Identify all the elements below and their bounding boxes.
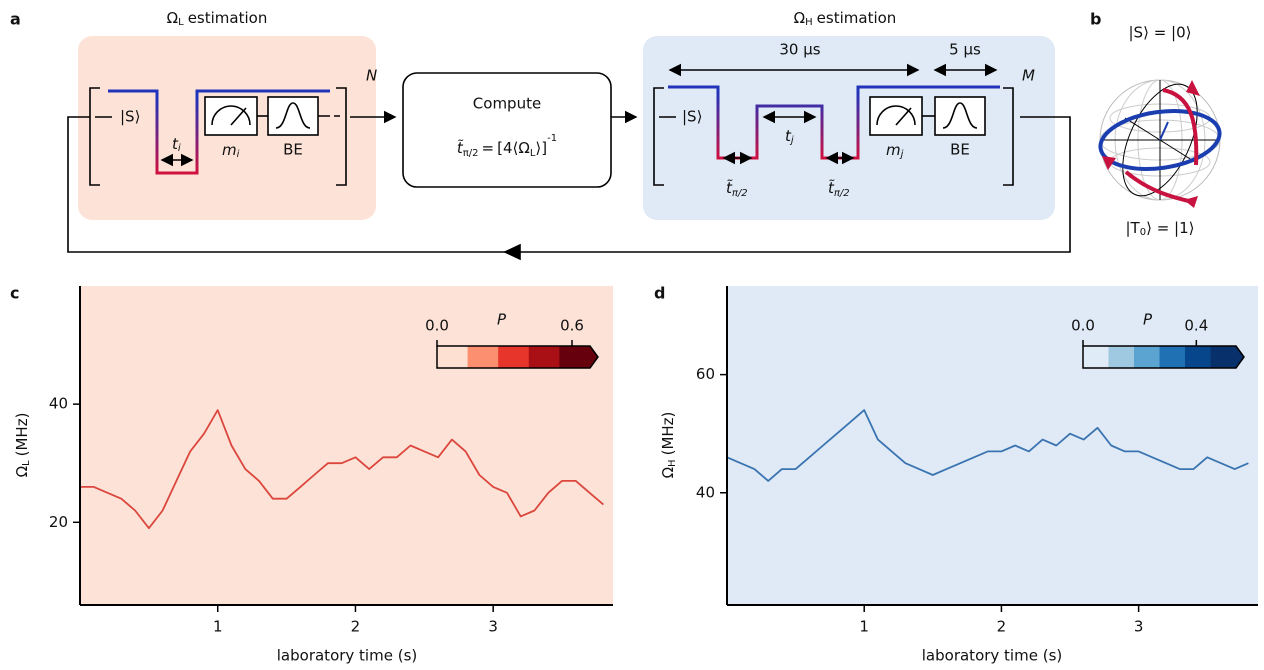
panel-label: d bbox=[654, 284, 665, 303]
colorbar-segment bbox=[1210, 346, 1237, 368]
x-tick-label: 2 bbox=[351, 618, 361, 636]
colorbar-segment bbox=[467, 346, 499, 368]
y-tick-label: 60 bbox=[696, 365, 715, 383]
trace bbox=[80, 409, 604, 530]
colorbar-segment bbox=[559, 346, 591, 368]
colorbar-segment bbox=[1159, 346, 1186, 368]
measure-label: mi bbox=[222, 141, 240, 161]
colorbar-segment bbox=[1108, 346, 1135, 368]
y-tick-label: 20 bbox=[49, 513, 68, 531]
plot-background bbox=[727, 286, 1258, 605]
filter-label: BE bbox=[950, 141, 970, 159]
colorbar-tick-label: 0.6 bbox=[560, 317, 584, 335]
x-axis-label: laboratory time (s) bbox=[277, 647, 417, 665]
plot-background bbox=[80, 286, 613, 605]
bloch-top-label: |S⟩ = |0⟩ bbox=[1129, 24, 1192, 42]
low-title: ΩL estimation bbox=[167, 9, 268, 29]
colorbar-segment bbox=[1134, 346, 1160, 368]
colorbar-label: P bbox=[497, 311, 507, 329]
y-axis-label: ΩH(MHz) bbox=[659, 412, 679, 479]
panel-label: b bbox=[1090, 10, 1101, 29]
bloch-sphere bbox=[1098, 79, 1222, 208]
state-label: |S⟩ bbox=[120, 108, 140, 126]
colorbar-frame bbox=[436, 345, 599, 369]
colorbar-tick-label: 0.0 bbox=[1071, 317, 1095, 335]
schematic bbox=[67, 36, 1071, 261]
colorbar-segment bbox=[1185, 346, 1211, 368]
trace bbox=[726, 409, 1249, 482]
state-label: |S⟩ bbox=[682, 108, 702, 126]
panel-label: a bbox=[10, 10, 21, 29]
high-title: ΩH estimation bbox=[794, 9, 897, 29]
duration-label: 30 μs bbox=[779, 41, 820, 59]
pulse-label: t̃π/2 bbox=[828, 178, 850, 199]
colorbar-end bbox=[590, 346, 598, 368]
x-tick-label: 3 bbox=[1134, 618, 1144, 636]
colorbar-segment bbox=[1083, 346, 1109, 368]
wait-label: tj bbox=[785, 127, 794, 147]
colorbar-segment bbox=[437, 346, 469, 368]
x-tick-label: 1 bbox=[859, 618, 869, 636]
compute-formula: t̃π/2 = [4⟨ΩL⟩]-1 bbox=[457, 133, 557, 159]
x-tick-label: 3 bbox=[488, 618, 498, 636]
filter-label: BE bbox=[283, 141, 303, 159]
repeat-label: N bbox=[366, 67, 377, 85]
colorbar-frame bbox=[1082, 345, 1245, 369]
bloch-bottom-label: |T0⟩ = |1⟩ bbox=[1126, 219, 1195, 239]
colorbar-tick-label: 0.0 bbox=[425, 317, 449, 335]
wait-label: ti bbox=[172, 135, 181, 155]
compute-title: Compute bbox=[473, 95, 541, 113]
y-axis-label: ΩL(MHz) bbox=[13, 413, 33, 478]
repeat-label: M bbox=[1022, 67, 1035, 85]
pulse-label: t̃π/2 bbox=[726, 178, 748, 199]
colorbar-tick-label: 0.4 bbox=[1184, 317, 1208, 335]
x-axis-label: laboratory time (s) bbox=[922, 647, 1062, 665]
x-tick-label: 1 bbox=[213, 618, 223, 636]
x-tick-label: 2 bbox=[997, 618, 1007, 636]
colorbar-segment bbox=[498, 346, 530, 368]
y-tick-label: 40 bbox=[49, 395, 68, 413]
panel-label: c bbox=[10, 284, 19, 303]
colorbar-segment bbox=[528, 346, 560, 368]
duration-label: 5 μs bbox=[949, 41, 981, 59]
colorbar-end bbox=[1236, 346, 1244, 368]
y-tick-label: 40 bbox=[696, 483, 715, 501]
measure-label: mj bbox=[886, 141, 904, 161]
colorbar-label: P bbox=[1143, 311, 1153, 329]
